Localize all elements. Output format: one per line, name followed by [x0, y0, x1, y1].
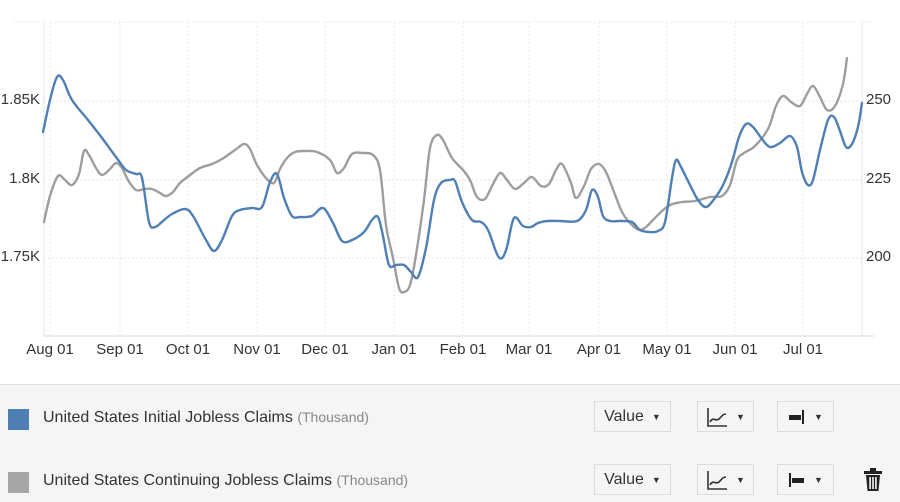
continuing-claims-line — [42, 56, 849, 294]
x-tick: Mar 01 — [505, 341, 553, 358]
x-tick: Dec 01 — [301, 341, 349, 358]
delete-series-button[interactable] — [863, 468, 883, 492]
legend-panel: United States Initial Jobless Claims (Th… — [0, 384, 900, 502]
x-tick: Aug 01 — [26, 341, 74, 358]
chart-area: 1.85K 1.8K 1.75K 250 225 200 Aug 01 Sep … — [0, 21, 892, 358]
x-tick: Feb 01 — [439, 341, 487, 358]
caret-down-icon: ▼ — [814, 474, 823, 485]
y-left-tick: 1.75K — [0, 248, 40, 265]
x-tick: Jan 01 — [371, 341, 417, 358]
x-tick: Oct 01 — [165, 341, 211, 358]
axis-select[interactable]: ▼ — [777, 401, 834, 432]
line-chart-icon — [707, 407, 728, 427]
series-color-swatch[interactable] — [8, 472, 29, 493]
value-select-label: Value — [604, 470, 644, 488]
series-label: United States Initial Jobless Claims (Th… — [43, 409, 369, 427]
caret-down-icon: ▼ — [814, 411, 823, 422]
value-select[interactable]: Value ▼ — [594, 464, 671, 495]
chart-type-select[interactable]: ▼ — [697, 464, 754, 495]
legend-row-initial-claims: United States Initial Jobless Claims (Th… — [0, 399, 900, 439]
series-color-swatch[interactable] — [8, 409, 29, 430]
caret-down-icon: ▼ — [651, 474, 661, 485]
value-select-label: Value — [604, 407, 644, 425]
trash-icon — [864, 468, 882, 491]
left-axis-icon — [789, 472, 805, 487]
y-right-tick: 250 — [866, 91, 892, 108]
y-left-tick: 1.85K — [0, 91, 40, 108]
y-right-tick: 225 — [866, 170, 892, 187]
axis-select[interactable]: ▼ — [777, 464, 834, 495]
x-tick: Jun 01 — [712, 341, 758, 358]
x-tick: Jul 01 — [782, 341, 824, 358]
series-name-text: United States Initial Jobless Claims — [43, 409, 293, 426]
caret-down-icon: ▼ — [736, 411, 745, 422]
x-tick: Nov 01 — [233, 341, 281, 358]
series-label: United States Continuing Jobless Claims … — [43, 472, 408, 490]
caret-down-icon: ▼ — [736, 474, 745, 485]
line-chart — [14, 21, 874, 337]
right-axis-icon — [789, 409, 805, 424]
y-right-tick: 200 — [866, 248, 892, 265]
series-unit-text: (Thousand) — [297, 409, 369, 425]
series-unit-text: (Thousand) — [336, 472, 409, 488]
caret-down-icon: ▼ — [651, 411, 661, 422]
line-chart-icon — [707, 470, 728, 490]
x-tick: Apr 01 — [576, 341, 622, 358]
series-name-text: United States Continuing Jobless Claims — [43, 472, 333, 489]
x-tick: Sep 01 — [96, 341, 144, 358]
y-left-tick: 1.8K — [9, 170, 40, 187]
legend-row-continuing-claims: United States Continuing Jobless Claims … — [0, 462, 900, 502]
chart-type-select[interactable]: ▼ — [697, 401, 754, 432]
initial-claims-line — [41, 74, 864, 280]
x-tick: May 01 — [642, 341, 692, 358]
value-select[interactable]: Value ▼ — [594, 401, 671, 432]
